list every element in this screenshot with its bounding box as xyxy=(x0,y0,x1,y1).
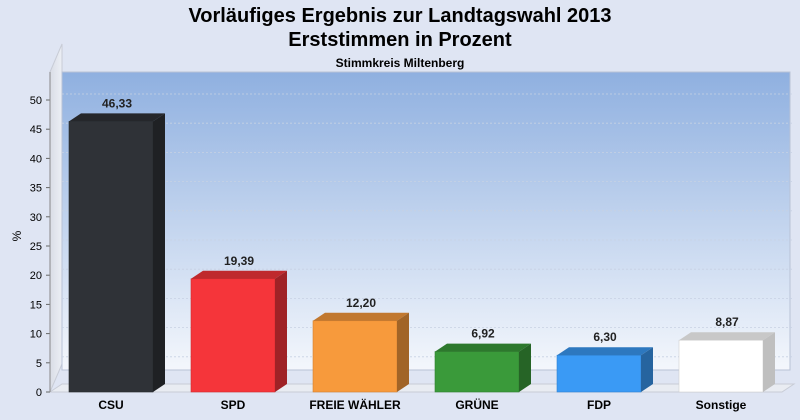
y-tick-label: 45 xyxy=(30,124,42,136)
x-category-label: Sonstige xyxy=(696,398,747,412)
bar-top-face xyxy=(557,347,653,356)
y-tick-label: 25 xyxy=(30,241,42,253)
bar-value-label: 19,39 xyxy=(224,254,254,268)
bar-side-face xyxy=(153,113,165,392)
y-tick-label: 50 xyxy=(30,95,42,107)
y-tick-label: 0 xyxy=(36,387,42,399)
bar-top-face xyxy=(679,332,775,341)
y-tick-label: 15 xyxy=(30,299,42,311)
bar-side-face xyxy=(641,347,653,392)
x-category-label: CSU xyxy=(98,398,123,412)
bar-top-face xyxy=(191,270,287,279)
y-tick-label: 10 xyxy=(30,329,42,341)
chart-header: Vorläufiges Ergebnis zur Landtagswahl 20… xyxy=(0,4,800,70)
bar-top-face xyxy=(69,113,165,122)
bar-spd xyxy=(190,278,276,393)
y-tick-label: 20 xyxy=(30,270,42,282)
bar-value-label: 6,92 xyxy=(471,327,495,341)
bar-value-label: 46,33 xyxy=(102,96,132,110)
bar-sonstige xyxy=(678,339,764,393)
y-tick-label: 40 xyxy=(30,153,42,165)
y-tick-label: 5 xyxy=(36,358,42,370)
bar-csu xyxy=(68,121,154,393)
bar-top-face xyxy=(435,343,531,352)
plot-left-wall xyxy=(49,43,63,393)
chart-title-line1: Vorläufiges Ergebnis zur Landtagswahl 20… xyxy=(188,5,612,27)
x-category-label: SPD xyxy=(221,398,246,412)
bar-value-label: 6,30 xyxy=(593,330,617,344)
chart-title-line2: Erststimmen in Prozent xyxy=(288,29,512,51)
bar-freie-w-hler xyxy=(312,320,398,393)
x-category-label: GRÜNE xyxy=(455,397,498,412)
plot-back-wall xyxy=(61,71,791,371)
x-category-label: FDP xyxy=(587,398,611,412)
y-tick-label: 35 xyxy=(30,183,42,195)
bar-side-face xyxy=(275,270,287,392)
bar-fdp xyxy=(556,354,642,393)
bar-side-face xyxy=(519,343,531,392)
y-tick-label: 30 xyxy=(30,212,42,224)
bar-side-face xyxy=(763,332,775,392)
chart-subtitle: Stimmkreis Miltenberg xyxy=(335,56,465,70)
bar-top-face xyxy=(313,312,409,321)
x-category-label: FREIE WÄHLER xyxy=(309,397,401,412)
y-axis-label: % xyxy=(10,230,24,241)
bar-value-label: 12,20 xyxy=(346,296,376,310)
bar-side-face xyxy=(397,312,409,392)
bar-gr-ne xyxy=(434,351,520,393)
bar-value-label: 8,87 xyxy=(715,315,739,329)
